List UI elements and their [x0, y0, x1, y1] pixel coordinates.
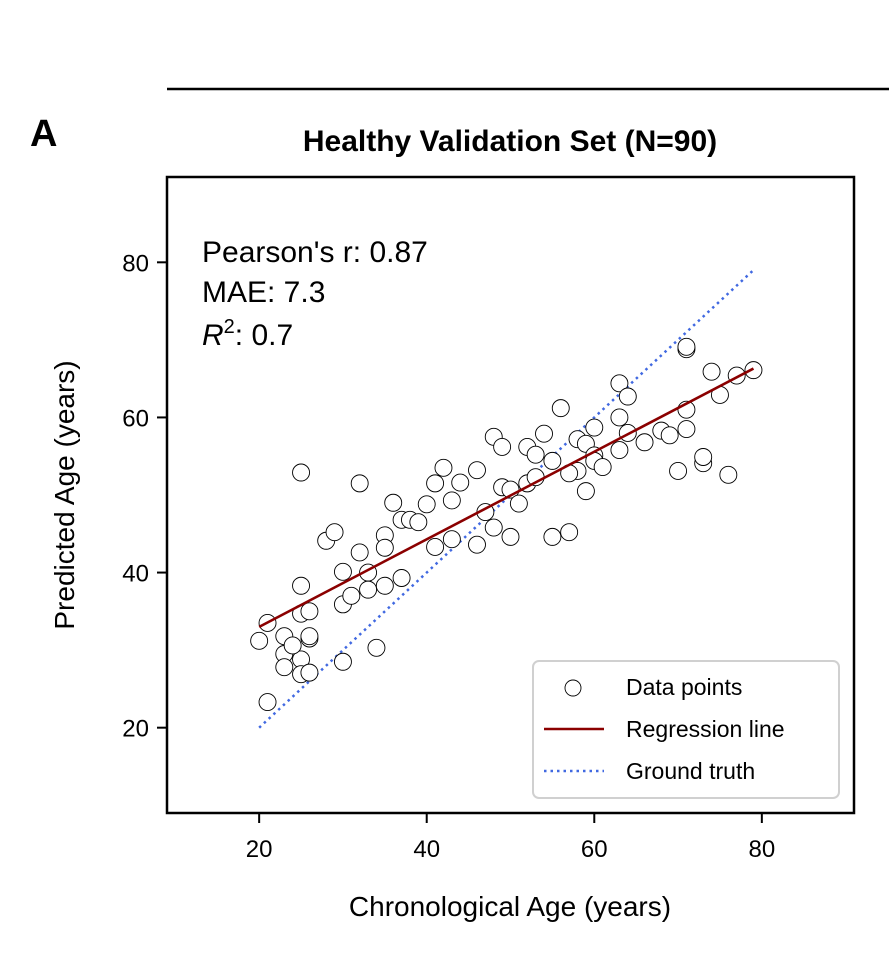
- r2-text: R2: 0.7: [202, 316, 293, 352]
- y-axis-label: Predicted Age (years): [49, 360, 80, 629]
- data-point: [283, 636, 302, 655]
- data-point: [426, 474, 445, 493]
- data-point: [375, 538, 394, 557]
- data-point: [593, 458, 612, 477]
- y-tick-label: 20: [122, 716, 149, 743]
- panel-letter: A: [30, 113, 57, 155]
- y-tick-label: 60: [122, 405, 149, 432]
- data-point: [501, 527, 520, 546]
- data-point: [300, 602, 319, 621]
- legend-label-data-points: Data points: [626, 674, 742, 700]
- x-tick-label: 80: [748, 836, 775, 863]
- data-point: [325, 523, 344, 542]
- data-point: [719, 465, 738, 484]
- data-point: [258, 693, 277, 712]
- y-tick-label: 40: [122, 561, 149, 588]
- data-point: [350, 543, 369, 562]
- data-point: [610, 441, 629, 459]
- x-tick-label: 60: [581, 836, 608, 863]
- data-point: [744, 361, 763, 380]
- ground-truth-line: [258, 269, 755, 729]
- legend-box: [532, 660, 840, 799]
- data-point: [367, 638, 386, 657]
- data-point: [526, 445, 545, 464]
- data-point: [442, 491, 461, 510]
- pearson-text: Pearson's r: 0.87: [202, 236, 428, 269]
- data-point: [535, 424, 553, 443]
- data-point: [250, 631, 269, 650]
- legend-label-regression-line: Regression line: [626, 716, 785, 742]
- data-point: [434, 458, 453, 477]
- y-tick-label: 80: [122, 250, 149, 277]
- data-point: [392, 569, 411, 587]
- x-tick-label: 20: [246, 836, 273, 863]
- x-axis-label: Chronological Age (years): [349, 891, 671, 922]
- legend-marker-data-points: [564, 679, 582, 697]
- plot-frame: [165, 175, 856, 815]
- data-point: [342, 586, 361, 605]
- data-point: [543, 451, 562, 470]
- data-point: [300, 627, 319, 646]
- mae-text: MAE: 7.3: [202, 276, 325, 309]
- x-tick-label: 40: [413, 836, 440, 863]
- data-point: [635, 433, 654, 452]
- legend: Data points Regression line Ground truth: [532, 660, 840, 799]
- data-point: [442, 530, 461, 549]
- legend-label-ground-truth: Ground truth: [626, 758, 755, 784]
- data-point: [509, 494, 528, 513]
- r2-value: : 0.7: [235, 319, 293, 352]
- data-point: [426, 538, 445, 556]
- data-point: [551, 399, 570, 418]
- r2-exponent: 2: [224, 316, 235, 338]
- data-point: [350, 474, 369, 493]
- data-point: [618, 387, 637, 406]
- fit-lines: [258, 269, 755, 729]
- x-axis: 20 40 60 80: [246, 813, 775, 863]
- data-point: [375, 576, 394, 595]
- data-point: [610, 374, 629, 393]
- data-point: [669, 462, 688, 480]
- data-point: [677, 337, 696, 356]
- data-point: [333, 652, 352, 671]
- data-point: [451, 473, 470, 492]
- data-point: [677, 420, 696, 439]
- data-point: [359, 580, 378, 599]
- data-point: [292, 463, 310, 482]
- data-point: [702, 362, 721, 381]
- data-point: [468, 461, 486, 480]
- regression-line: [258, 367, 755, 629]
- stats-annotation: Pearson's r: 0.87 MAE: 7.3 R2: 0.7: [202, 236, 428, 352]
- chart-title: Healthy Validation Set (N=90): [303, 125, 717, 158]
- data-point: [493, 437, 512, 456]
- data-point: [576, 482, 595, 501]
- data-point: [585, 418, 604, 437]
- data-point: [543, 527, 562, 546]
- data-point: [292, 576, 310, 595]
- data-point: [409, 513, 428, 532]
- data-point: [300, 663, 319, 682]
- scatter-points: [250, 337, 763, 712]
- data-point: [484, 518, 503, 537]
- data-point: [333, 562, 352, 581]
- data-point: [560, 523, 579, 542]
- data-point: [275, 658, 294, 677]
- data-point: [468, 535, 486, 554]
- data-point: [384, 493, 403, 512]
- data-point: [610, 408, 629, 427]
- y-axis: 20 40 60 80: [122, 250, 167, 743]
- r2-symbol: R: [202, 319, 224, 352]
- data-point: [694, 448, 713, 466]
- data-point: [417, 495, 436, 514]
- data-point: [660, 426, 679, 445]
